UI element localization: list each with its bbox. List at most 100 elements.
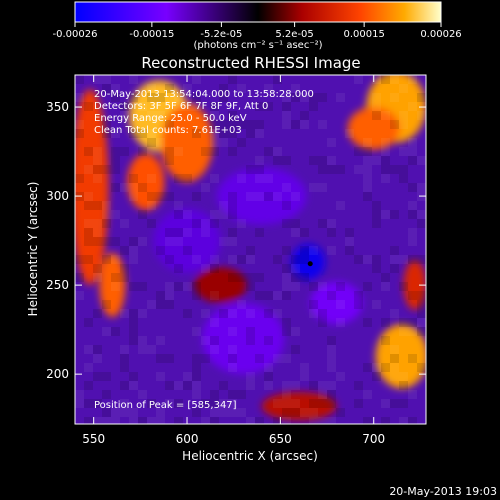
pixel-cell xyxy=(183,210,192,219)
pixel-cell xyxy=(192,255,201,264)
pixel-cell xyxy=(174,381,183,390)
pixel-cell xyxy=(138,210,147,219)
pixel-cell xyxy=(372,210,381,219)
pixel-cell xyxy=(390,120,399,129)
pixel-cell xyxy=(228,75,237,84)
pixel-cell xyxy=(399,174,408,183)
pixel-cell xyxy=(129,246,138,255)
annotation-energy: Energy Range: 25.0 - 50.0 keV xyxy=(94,113,247,124)
axes-ticks: 550 600 650 700 200 250 300 350 xyxy=(46,75,426,446)
pixel-cell xyxy=(282,282,291,291)
pixel-cell xyxy=(129,93,138,102)
pixel-cell xyxy=(291,120,300,129)
pixel-cell xyxy=(102,408,111,417)
pixel-cell xyxy=(210,102,219,111)
pixel-cell xyxy=(246,273,255,282)
pixel-cell xyxy=(273,255,282,264)
pixel-cell xyxy=(228,327,237,336)
pixel-cell xyxy=(129,318,138,327)
pixel-cell xyxy=(417,111,426,120)
pixel-cell xyxy=(399,282,408,291)
pixel-cell xyxy=(273,147,282,156)
pixel-cell xyxy=(309,93,318,102)
emission-region xyxy=(75,89,109,286)
pixel-cell xyxy=(210,390,219,399)
pixel-cell xyxy=(129,75,138,84)
pixel-cell xyxy=(390,399,399,408)
colorbar-units-label: (photons cm⁻² s⁻¹ asec⁻²) xyxy=(193,40,322,51)
pixel-cell xyxy=(102,219,111,228)
pixel-cell xyxy=(255,291,264,300)
pixel-cell xyxy=(156,336,165,345)
pixel-cell xyxy=(111,156,120,165)
pixel-cell xyxy=(210,129,219,138)
pixel-cell xyxy=(93,219,102,228)
pixel-cell xyxy=(219,120,228,129)
pixel-cell xyxy=(336,201,345,210)
pixel-cell xyxy=(318,165,327,174)
pixel-cell xyxy=(327,363,336,372)
pixel-cell xyxy=(390,255,399,264)
pixel-cell xyxy=(327,417,336,424)
pixel-cell xyxy=(228,201,237,210)
pixel-cell xyxy=(381,273,390,282)
y-tick-label: 200 xyxy=(46,367,69,381)
pixel-cell xyxy=(363,282,372,291)
pixel-cell xyxy=(201,309,210,318)
pixel-cell xyxy=(192,390,201,399)
pixel-cell xyxy=(75,390,84,399)
pixel-cell xyxy=(156,138,165,147)
colorbar-tick-label: 5.2e-05 xyxy=(275,29,313,40)
pixel-cell xyxy=(417,183,426,192)
x-tick-label: 700 xyxy=(362,432,385,446)
colorbar-tick-label: -5.2e-05 xyxy=(200,29,242,40)
pixel-cell xyxy=(264,372,273,381)
emission-region xyxy=(375,324,426,389)
pixel-cell xyxy=(210,147,219,156)
pixel-cell xyxy=(192,372,201,381)
negative-region xyxy=(153,208,221,273)
pixel-cell xyxy=(318,390,327,399)
pixel-cell xyxy=(120,147,129,156)
pixel-cell xyxy=(372,363,381,372)
pixel-cell xyxy=(75,291,84,300)
pixel-cell xyxy=(120,246,129,255)
pixel-cell xyxy=(237,300,246,309)
chart-title: Reconstructed RHESSI Image xyxy=(141,54,360,72)
emission-region xyxy=(127,153,165,211)
pixel-cell xyxy=(111,165,120,174)
pixel-cell xyxy=(192,363,201,372)
pixel-cell xyxy=(390,309,399,318)
pixel-cell xyxy=(363,156,372,165)
pixel-cell xyxy=(291,408,300,417)
pixel-cell xyxy=(219,408,228,417)
pixel-cell xyxy=(246,381,255,390)
pixel-cell xyxy=(84,381,93,390)
pixel-cell xyxy=(354,75,363,84)
pixel-cell xyxy=(309,282,318,291)
pixel-cell xyxy=(408,255,417,264)
pixel-cell xyxy=(156,93,165,102)
pixel-cell xyxy=(408,156,417,165)
pixel-cell xyxy=(408,210,417,219)
colorbar-gradient xyxy=(74,1,442,23)
pixel-cell xyxy=(309,102,318,111)
pixel-cell xyxy=(282,273,291,282)
pixel-cell xyxy=(210,291,219,300)
pixel-cell xyxy=(174,147,183,156)
pixel-cell xyxy=(210,318,219,327)
pixel-cell xyxy=(300,363,309,372)
pixel-cell xyxy=(264,309,273,318)
pixel-cell xyxy=(102,255,111,264)
pixel-cell xyxy=(174,210,183,219)
pixel-cell xyxy=(174,102,183,111)
emission-region xyxy=(99,253,126,318)
pixel-cell xyxy=(282,318,291,327)
pixel-cell xyxy=(246,255,255,264)
pixel-cell xyxy=(120,273,129,282)
pixel-cell xyxy=(318,399,327,408)
pixel-cell xyxy=(219,201,228,210)
pixel-cell xyxy=(120,354,129,363)
pixel-cell xyxy=(210,345,219,354)
pixel-cell xyxy=(237,390,246,399)
